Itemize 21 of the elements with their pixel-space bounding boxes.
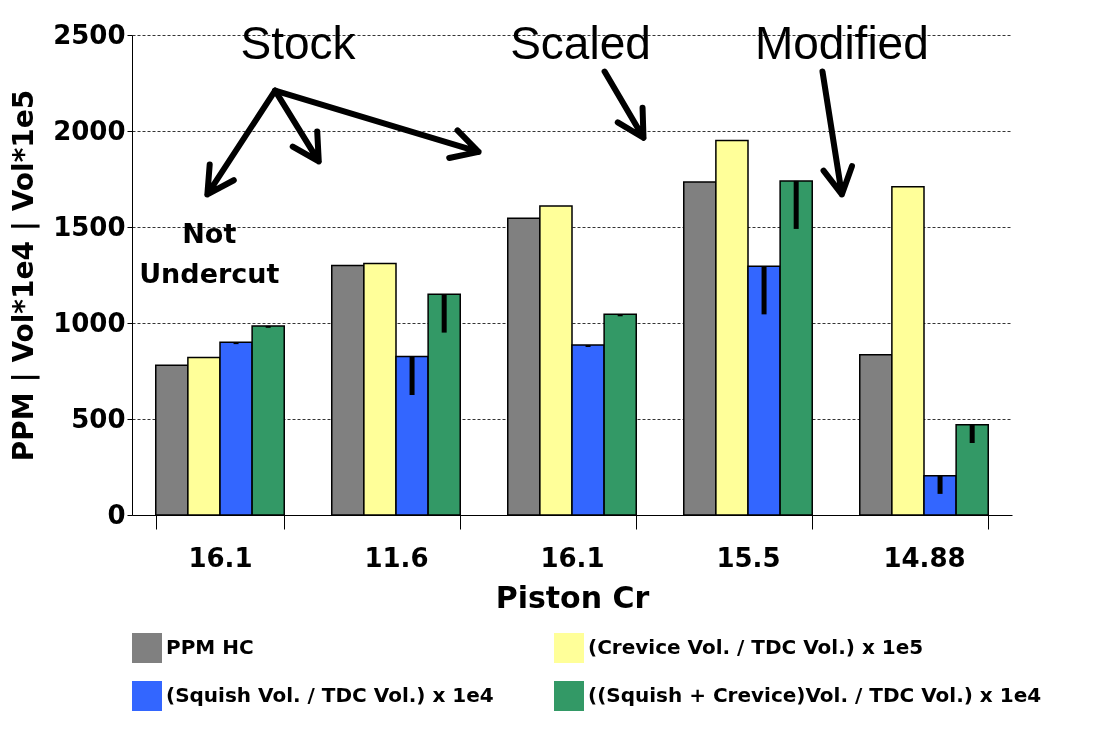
y-tick-label: 500 (71, 403, 126, 434)
y-axis-title: PPM | Vol*1e4 | Vol*1e5 (7, 89, 41, 462)
y-tick-label: 1500 (53, 211, 126, 242)
annotation: Not Undercut (138, 216, 281, 291)
legend-label: (Squish Vol. / TDC Vol.) x 1e4 (166, 683, 494, 707)
annotation: Scaled (510, 16, 651, 71)
y-tick-label: 0 (107, 499, 126, 530)
x-tick-label: 11.6 (364, 542, 429, 573)
y-tick-label: 1000 (53, 307, 126, 338)
legend-label: ((Squish + Crevice)Vol. / TDC Vol.) x 1e4 (588, 683, 1042, 707)
legend-label: (Crevice Vol. / TDC Vol.) x 1e5 (588, 635, 924, 659)
annotation: Modified (754, 16, 929, 71)
x-tick-label: 16.1 (188, 542, 253, 573)
y-tick-label: 2500 (53, 19, 126, 50)
x-tick-label: 16.1 (540, 542, 605, 573)
annotation: Stock (240, 16, 356, 71)
x-tick-label: 14.88 (883, 542, 966, 573)
x-tick-label: 15.5 (716, 542, 781, 573)
x-axis-title: Piston Cr (495, 579, 650, 615)
y-tick-label: 2000 (53, 115, 126, 146)
legend-label: PPM HC (166, 635, 254, 659)
